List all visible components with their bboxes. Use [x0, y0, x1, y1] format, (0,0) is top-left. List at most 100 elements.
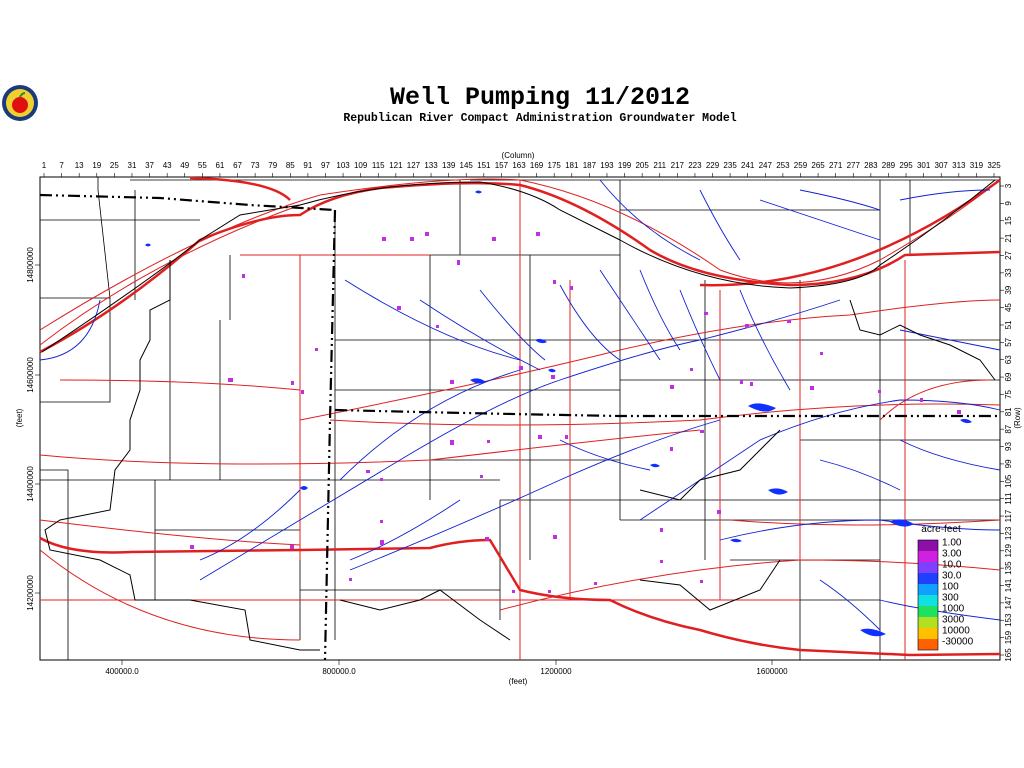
column-tick-label: 295 [899, 161, 913, 170]
legend-label: 1.00 [942, 538, 962, 549]
row-tick-label: 51 [1004, 320, 1013, 329]
title: Well Pumping 11/2012 [390, 83, 690, 112]
column-tick-label: 247 [759, 161, 773, 170]
legend-swatch [918, 540, 938, 551]
row-tick-label: 165 [1004, 648, 1013, 662]
column-tick-label: 55 [198, 161, 207, 170]
column-tick-label: 205 [635, 161, 649, 170]
column-tick-label: 241 [741, 161, 755, 170]
legend-label: 300 [942, 593, 959, 604]
column-tick-label: 151 [477, 161, 491, 170]
logo-apple [12, 97, 28, 113]
row-tick-label: 39 [1004, 285, 1013, 294]
legend-label: 1000 [942, 604, 965, 615]
column-tick-label: 139 [442, 161, 456, 170]
column-tick-label: 175 [548, 161, 562, 170]
column-tick-label: 229 [706, 161, 720, 170]
column-tick-label: 7 [59, 161, 64, 170]
column-tick-label: 61 [215, 161, 224, 170]
logo [2, 85, 38, 121]
legend-title: acre-feet [921, 524, 961, 535]
x-axis-label: (feet) [509, 677, 528, 686]
highways [39, 176, 1001, 657]
legend-swatch [918, 617, 938, 628]
row-tick-label: 9 [1004, 201, 1013, 206]
column-tick-label: 199 [618, 161, 632, 170]
legend-label: 10.0 [942, 560, 962, 571]
row-tick-label: 123 [1004, 526, 1013, 540]
column-tick-label: 31 [128, 161, 137, 170]
column-tick-label: 169 [530, 161, 544, 170]
column-tick-label: 25 [110, 161, 119, 170]
row-tick-label: 57 [1004, 337, 1013, 346]
legend-label: 3000 [942, 615, 965, 626]
column-tick-label: 187 [583, 161, 597, 170]
column-tick-label: 37 [145, 161, 154, 170]
row-tick-label: 45 [1004, 303, 1013, 312]
column-tick-label: 91 [303, 161, 312, 170]
column-tick-label: 271 [829, 161, 843, 170]
column-tick-label: 109 [354, 161, 368, 170]
x-tick-label: 1600000 [756, 667, 788, 676]
column-tick-label: 193 [600, 161, 614, 170]
column-tick-label: 283 [864, 161, 878, 170]
column-tick-label: 319 [970, 161, 984, 170]
column-tick-label: 79 [268, 161, 277, 170]
legend-label: 3.00 [942, 549, 962, 560]
column-tick-label: 19 [92, 161, 101, 170]
column-tick-label: 115 [372, 161, 385, 170]
legend-label: 30.0 [942, 571, 962, 582]
column-tick-label: 121 [389, 161, 403, 170]
row-tick-label: 27 [1004, 250, 1013, 259]
column-tick-label: 307 [935, 161, 949, 170]
y-tick-label: 14400000 [26, 466, 35, 502]
state-lines [39, 193, 1000, 661]
legend-swatch [918, 562, 938, 573]
row-tick-label: 93 [1004, 442, 1013, 451]
row-tick-label: 147 [1004, 596, 1013, 610]
y-tick-label: 14800000 [26, 247, 35, 283]
subtitle: Republican River Compact Administration … [343, 112, 736, 125]
row-tick-label: 99 [1004, 459, 1013, 468]
row-tick-label: 111 [1004, 492, 1013, 505]
row-tick-label: 33 [1004, 268, 1013, 277]
map-features [39, 176, 1001, 661]
column-tick-label: 253 [776, 161, 790, 170]
column-tick-label: 73 [251, 161, 260, 170]
column-tick-label: 85 [286, 161, 295, 170]
row-label: (Row) [1013, 407, 1022, 429]
row-tick-label: 75 [1004, 389, 1013, 398]
y-tick-label: 14600000 [26, 357, 35, 393]
row-tick-label: 159 [1004, 630, 1013, 644]
column-tick-label: 127 [407, 161, 421, 170]
legend-swatch [918, 606, 938, 617]
x-tick-label: 400000.0 [105, 667, 139, 676]
model-boundary [41, 179, 996, 651]
column-tick-label: 163 [512, 161, 526, 170]
legend-swatch [918, 573, 938, 584]
x-tick-label: 800000.0 [322, 667, 356, 676]
row-tick-label: 69 [1004, 372, 1013, 381]
column-tick-label: 43 [163, 161, 172, 170]
legend-swatch [918, 639, 938, 650]
row-tick-label: 21 [1004, 233, 1013, 242]
row-tick-label: 3 [1004, 183, 1013, 188]
column-label: (Column) [502, 151, 535, 160]
column-tick-label: 157 [495, 161, 509, 170]
tick-labels: 1 7 13 19 25 31 37 43 49 55 61 67 73 79 85 91 97 103 109 11… [26, 161, 1013, 676]
legend-swatch [918, 584, 938, 595]
column-tick-label: 289 [882, 161, 896, 170]
row-tick-label: 141 [1004, 578, 1013, 592]
legend-label: 100 [942, 582, 959, 593]
legend-frame [917, 539, 939, 651]
row-tick-label: 129 [1004, 544, 1013, 558]
row-tick-label: 63 [1004, 355, 1013, 364]
column-tick-label: 133 [424, 161, 438, 170]
column-tick-label: 97 [321, 161, 330, 170]
row-tick-label: 153 [1004, 613, 1013, 627]
column-tick-label: 217 [671, 161, 685, 170]
column-tick-label: 259 [794, 161, 808, 170]
column-tick-label: 313 [952, 161, 966, 170]
row-tick-label: 81 [1004, 407, 1013, 416]
